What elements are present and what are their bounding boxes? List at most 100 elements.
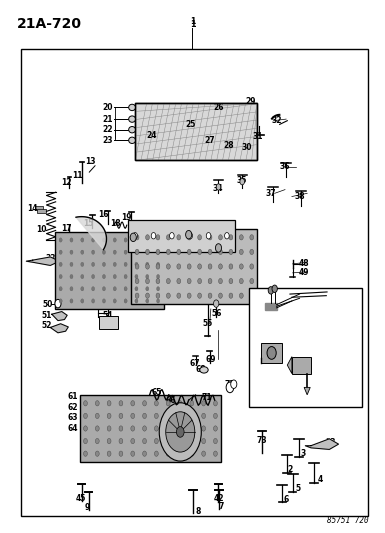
Text: 62: 62 (68, 402, 79, 411)
Text: 40: 40 (74, 266, 85, 275)
Circle shape (131, 451, 135, 456)
Circle shape (166, 413, 170, 418)
Circle shape (208, 249, 212, 255)
Circle shape (59, 250, 62, 254)
Text: 14: 14 (27, 204, 37, 213)
Circle shape (219, 264, 223, 269)
Circle shape (151, 232, 156, 239)
Text: 73: 73 (257, 436, 267, 445)
Circle shape (84, 401, 87, 406)
Circle shape (272, 285, 277, 293)
Circle shape (202, 426, 206, 431)
Circle shape (142, 439, 146, 444)
Circle shape (146, 262, 149, 266)
Polygon shape (52, 312, 67, 320)
Text: 66: 66 (165, 395, 176, 405)
Circle shape (124, 250, 127, 254)
Circle shape (214, 300, 219, 308)
Circle shape (156, 278, 160, 284)
Polygon shape (50, 324, 68, 333)
Text: 51: 51 (41, 311, 52, 320)
Text: 16: 16 (99, 210, 109, 219)
Circle shape (102, 299, 105, 303)
Text: 18: 18 (110, 219, 121, 228)
Circle shape (92, 262, 95, 266)
Circle shape (214, 413, 218, 418)
Text: 15: 15 (83, 219, 94, 228)
Circle shape (146, 278, 149, 284)
Circle shape (177, 264, 181, 269)
Ellipse shape (200, 367, 208, 373)
FancyBboxPatch shape (131, 229, 258, 304)
Circle shape (135, 264, 139, 269)
FancyBboxPatch shape (80, 395, 221, 462)
Circle shape (135, 287, 138, 291)
Circle shape (146, 250, 149, 254)
Circle shape (135, 293, 139, 298)
Circle shape (166, 451, 170, 456)
Circle shape (239, 264, 243, 269)
Circle shape (135, 278, 139, 284)
Bar (292, 357, 311, 374)
Circle shape (190, 439, 194, 444)
Circle shape (55, 300, 61, 308)
Text: 57: 57 (323, 332, 333, 341)
Text: 49: 49 (299, 268, 310, 277)
Circle shape (208, 278, 212, 284)
Circle shape (84, 413, 87, 418)
Circle shape (187, 293, 191, 298)
Circle shape (156, 293, 160, 298)
Circle shape (107, 426, 111, 431)
Circle shape (166, 235, 170, 240)
Circle shape (154, 451, 158, 456)
Circle shape (142, 413, 146, 418)
Circle shape (268, 287, 273, 294)
Circle shape (166, 412, 195, 452)
Text: 61: 61 (68, 392, 79, 401)
Text: 59: 59 (303, 372, 313, 381)
Text: 45: 45 (76, 494, 86, 503)
Circle shape (190, 401, 194, 406)
Circle shape (208, 235, 212, 240)
Circle shape (146, 235, 149, 240)
Circle shape (119, 413, 123, 418)
Circle shape (131, 401, 135, 406)
Text: 9: 9 (85, 503, 90, 512)
Circle shape (198, 278, 201, 284)
Text: 19: 19 (122, 213, 132, 222)
Circle shape (113, 250, 116, 254)
Circle shape (177, 293, 181, 298)
Polygon shape (76, 216, 107, 249)
Circle shape (177, 235, 181, 240)
Text: 64: 64 (68, 424, 79, 433)
Text: 68: 68 (196, 366, 206, 374)
Circle shape (187, 278, 191, 284)
Circle shape (176, 426, 184, 437)
Bar (249, 288, 362, 407)
Circle shape (198, 249, 201, 255)
Circle shape (59, 262, 62, 266)
Circle shape (59, 287, 62, 291)
Circle shape (229, 249, 233, 255)
Text: 32: 32 (271, 116, 282, 125)
Text: 36: 36 (280, 163, 290, 171)
Circle shape (250, 264, 254, 269)
Circle shape (81, 299, 84, 303)
Circle shape (250, 293, 254, 298)
Circle shape (169, 232, 174, 239)
Circle shape (124, 287, 127, 291)
Circle shape (146, 299, 149, 303)
Circle shape (95, 439, 99, 444)
Circle shape (219, 278, 223, 284)
Text: 4: 4 (318, 475, 323, 484)
Circle shape (188, 232, 192, 239)
Text: 2: 2 (287, 465, 293, 473)
Text: 13: 13 (85, 157, 95, 166)
Text: 3: 3 (301, 449, 306, 458)
Circle shape (102, 287, 105, 291)
Bar (261, 343, 282, 363)
Text: 55: 55 (203, 319, 213, 328)
Circle shape (214, 451, 218, 456)
Circle shape (157, 299, 160, 303)
Circle shape (187, 249, 191, 255)
